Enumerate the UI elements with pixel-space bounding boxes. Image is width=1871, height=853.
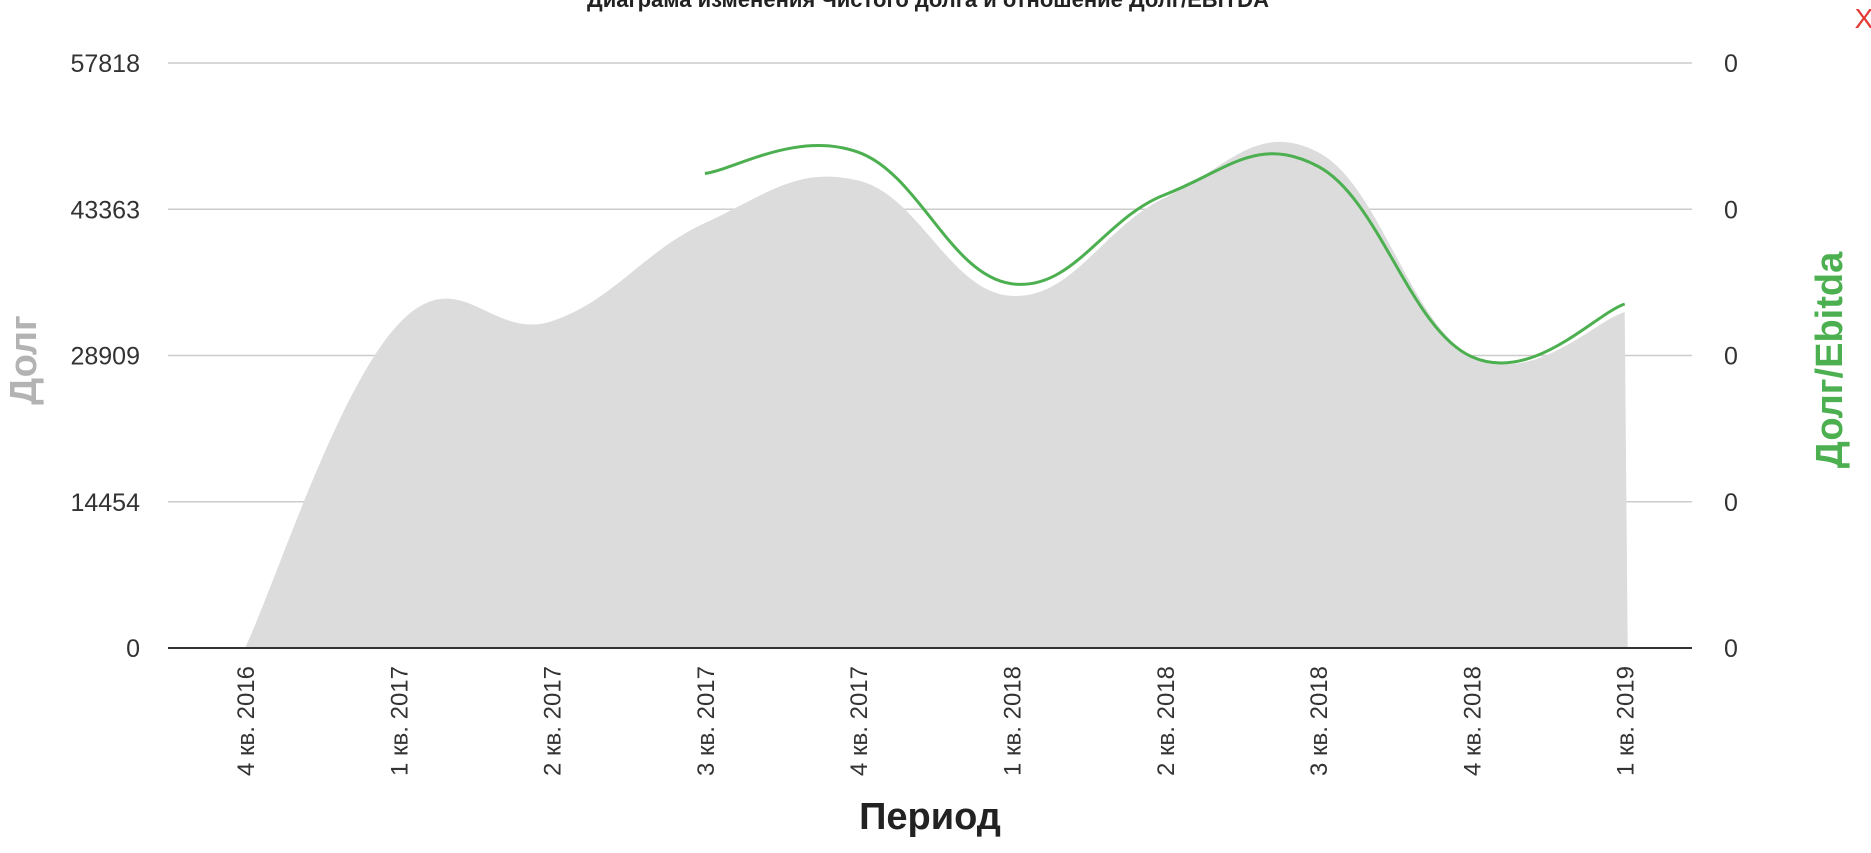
x-tick-label: 3 кв. 2017 [693,666,720,776]
left-tick-label: 14454 [70,489,140,517]
left-axis-ticks: 0 14454 28909 43363 57818 [70,50,140,663]
left-tick-label: 0 [126,635,140,663]
chart-title: Диаграма изменения Чистого долга и отнош… [587,0,1269,12]
x-tick-label: 4 кв. 2017 [846,666,873,776]
right-tick-label: 0 [1724,635,1738,663]
x-axis-title: Период [859,796,1001,838]
right-axis-ticks: 0 0 0 0 0 [1724,50,1738,663]
debt-ebitda-line [704,144,1626,365]
left-axis-title: Долг [3,315,45,405]
x-tick-label: 1 кв. 2017 [386,666,413,776]
debt-ebitda-line-series [704,144,1626,365]
x-tick-label: 1 кв. 2019 [1613,666,1640,776]
debt-area-series [245,141,1628,648]
x-tick-label: 2 кв. 2018 [1153,666,1180,776]
x-tick-label: 3 кв. 2018 [1306,666,1333,776]
close-button[interactable]: X [1855,3,1871,34]
x-tick-label: 2 кв. 2017 [540,666,567,776]
x-tick-label: 1 кв. 2018 [1000,666,1027,776]
left-tick-label: 43363 [70,196,140,224]
debt-area [245,141,1628,648]
left-tick-label: 28909 [70,343,140,371]
right-tick-label: 0 [1724,50,1738,78]
right-tick-label: 0 [1724,196,1738,224]
right-tick-label: 0 [1724,489,1738,517]
left-tick-label: 57818 [70,50,140,78]
x-axis-ticks: 4 кв. 2016 1 кв. 2017 2 кв. 2017 3 кв. 2017… [233,666,1640,776]
right-tick-label: 0 [1724,343,1738,371]
x-tick-label: 4 кв. 2016 [233,666,260,776]
right-axis-title: Долг/Ebitda [1809,251,1851,468]
x-tick-label: 4 кв. 2018 [1459,666,1486,776]
